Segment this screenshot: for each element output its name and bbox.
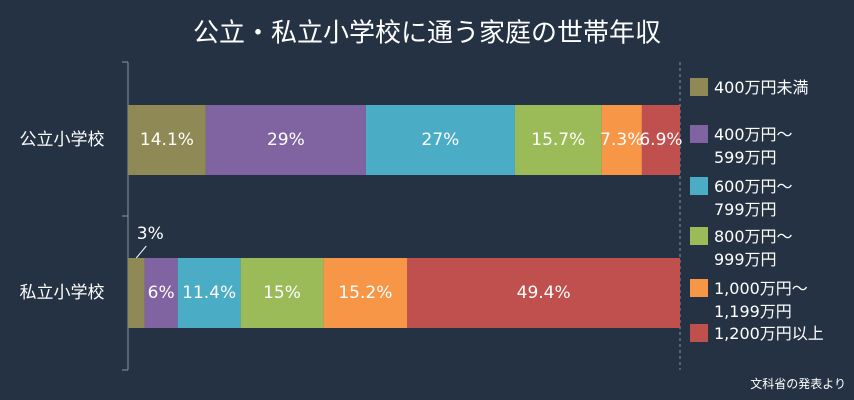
data-label: 11.4% [182,283,236,303]
data-label: 3% [137,224,164,244]
legend-label: 400万円～ 599万円 [714,125,793,167]
legend-label: 600万円～ 799万円 [714,177,793,219]
legend-swatch [690,78,708,96]
bar-segment [240,258,324,328]
bar-segment [323,258,408,328]
data-label: 15.2% [338,283,392,303]
bar-segment [128,105,206,175]
bar-segment [128,258,145,328]
legend-item: 800万円～ 999万円 [690,225,793,271]
data-label: 27% [422,130,460,150]
category-label: 公立小学校 [20,130,105,150]
bar-segment [514,105,602,175]
bar-segment [641,105,680,175]
legend-item: 600万円～ 799万円 [690,175,793,221]
legend-item: 400万円～ 599万円 [690,123,793,169]
legend-swatch [690,177,708,195]
legend-item: 400万円未満 [690,76,809,99]
category-label: 私立小学校 [20,283,105,303]
bar-segment [601,105,642,175]
chart-title: 公立・私立小学校に通う家庭の世帯年収 [193,19,661,49]
legend-label: 800万円～ 999万円 [714,227,793,269]
bar-segment [205,105,366,175]
data-label: 7.3% [600,130,643,150]
source-note: 文科省の発表より [750,377,846,391]
bar-segment [144,258,178,328]
data-label: 15% [263,283,301,303]
leader-line [135,245,147,259]
legend-label: 1,000万円～ 1,199万円 [714,279,808,321]
legend-swatch [690,324,708,342]
bar-segment [407,258,680,328]
data-label: 15.7% [531,130,585,150]
data-label: 6% [148,283,175,303]
legend-swatch [690,279,708,297]
legend-item: 1,200万円以上 [690,322,824,345]
bar-segment [177,258,241,328]
data-label: 29% [267,130,305,150]
legend-swatch [690,125,708,143]
data-label: 49.4% [517,283,571,303]
legend-label: 400万円未満 [714,78,809,97]
legend-swatch [690,227,708,245]
bar-segment [365,105,515,175]
data-label: 6.9% [639,130,682,150]
legend-label: 1,200万円以上 [714,324,824,343]
data-label: 14.1% [140,130,194,150]
legend-item: 1,000万円～ 1,199万円 [690,277,808,323]
